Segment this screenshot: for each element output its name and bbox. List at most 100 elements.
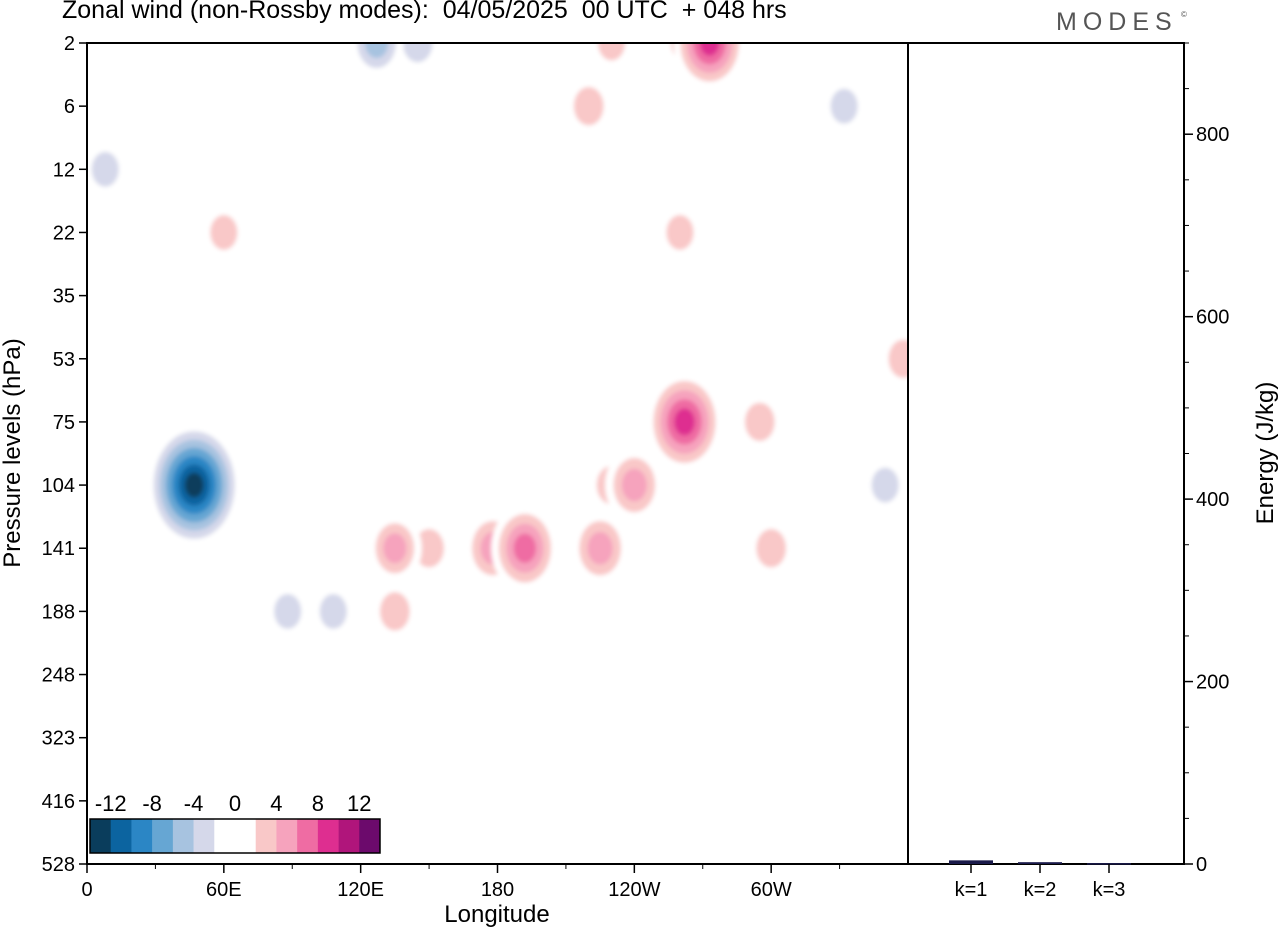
contour-blob [581,146,619,193]
energy-bar-chart: 0 200 400 600 800 k=1 k=2 k=3 [907,42,1229,901]
y-tick-label: 53 [53,349,75,371]
contour-blob [433,209,471,256]
colorbar-label: 8 [312,791,324,816]
contour-blob [91,151,119,187]
contour-blob [821,43,858,66]
contour-blob [888,339,908,378]
colorbar-swatch [90,819,112,853]
contour-blob [379,592,410,631]
contour-blob [171,83,208,130]
contour-blob [308,714,345,761]
colorbar-label: -4 [184,791,204,816]
colorbar-swatch [172,819,194,853]
brand-logo: MODES [1056,8,1178,36]
brand-copyright-mark: © [1181,10,1187,19]
contour-blob [276,522,318,575]
energy-category-label: k=3 [1093,879,1126,901]
colorbar-swatch [297,819,319,853]
energy-tick-label: 0 [1196,854,1207,876]
energy-category-label: k=1 [955,879,988,901]
contour-blob [499,80,541,133]
contour-blob [477,648,518,701]
y-tick-label: 12 [53,159,75,181]
contour-blob [410,272,448,319]
y-tick-label: 528 [42,854,75,876]
x-tick-label: 60E [206,879,242,901]
energy-tick-label: 800 [1196,124,1229,146]
contour-blob [205,83,243,130]
contour-blob [499,711,541,764]
contour-blob [756,529,787,568]
y-tick-label: 141 [42,538,75,560]
contour-blob [495,774,537,827]
contour-blob [442,43,484,69]
contour-blob [383,533,407,564]
contour-blob [141,43,183,69]
y-tick-label: 2 [64,33,75,55]
colorbar-swatch [359,819,381,853]
contour-blob [638,525,676,572]
colorbar-swatch [110,819,132,853]
colorbar-swatch [317,819,339,853]
contour-blob [587,531,613,565]
contour-blob [87,395,119,448]
y-tick-label: 6 [64,96,75,118]
contour-blob [700,83,737,130]
energy-bar [1018,862,1062,864]
y-tick-label: 35 [53,286,75,308]
y-axis-label: Pressure levels (hPa) [0,338,26,567]
colorbar-label: 0 [229,791,241,816]
contour-blob [89,269,131,322]
contour-blob [262,398,300,445]
energy-axis-label: Energy (J/kg) [1252,382,1279,525]
contour-blob [91,43,129,66]
y-tick-label: 416 [42,791,75,813]
energy-tick-label: 400 [1196,489,1229,511]
contour-blob [490,146,528,193]
contour-blob [402,43,433,63]
contour-blob [306,43,347,69]
contour-blob [365,43,389,58]
contour-blob [360,777,398,824]
contour-blob [800,332,842,385]
energy-frame [907,42,1185,865]
colorbar-swatch [235,819,257,853]
colorbar-swatch [193,819,215,853]
contour-blob [597,43,626,61]
contour-blob [621,468,647,502]
colorbar-label: -8 [142,791,162,816]
contour-blob [356,146,393,193]
contour-blob [308,272,345,319]
contour-blob [251,43,288,66]
contour-field [87,43,908,827]
chart-title: Zonal wind (non-Rossby modes): 04/05/202… [62,0,787,24]
contour-blob [638,588,676,635]
contour-blob [613,269,655,322]
contour-blob [169,206,211,259]
y-tick-label: 104 [42,475,75,497]
contour-blob [547,209,585,256]
contour-blob [602,80,644,133]
contour-blob [414,529,444,568]
y-tick-label: 22 [53,222,75,244]
contour-blob [556,711,598,764]
contour-blob [274,146,311,193]
contour-blob [674,408,695,436]
y-tick-label: 248 [42,665,75,687]
contour-blob [100,459,142,512]
contour-blob [294,80,336,133]
colorbar-frame [89,818,381,854]
y-tick-label: 188 [42,601,75,623]
colorbar-swatch [338,819,360,853]
contour-blob [871,467,899,503]
y-tick-label: 75 [53,412,75,434]
colorbar-label: 4 [270,791,282,816]
contour-blob [192,43,233,69]
colorbar-swatch [255,819,277,853]
x-tick-label: 0 [81,879,92,901]
contour-blob [830,88,858,124]
y-tick-label: 323 [42,728,75,750]
colorbar: -12 -8 -4 0 4 8 12 [89,791,381,854]
contour-blob [504,43,541,66]
